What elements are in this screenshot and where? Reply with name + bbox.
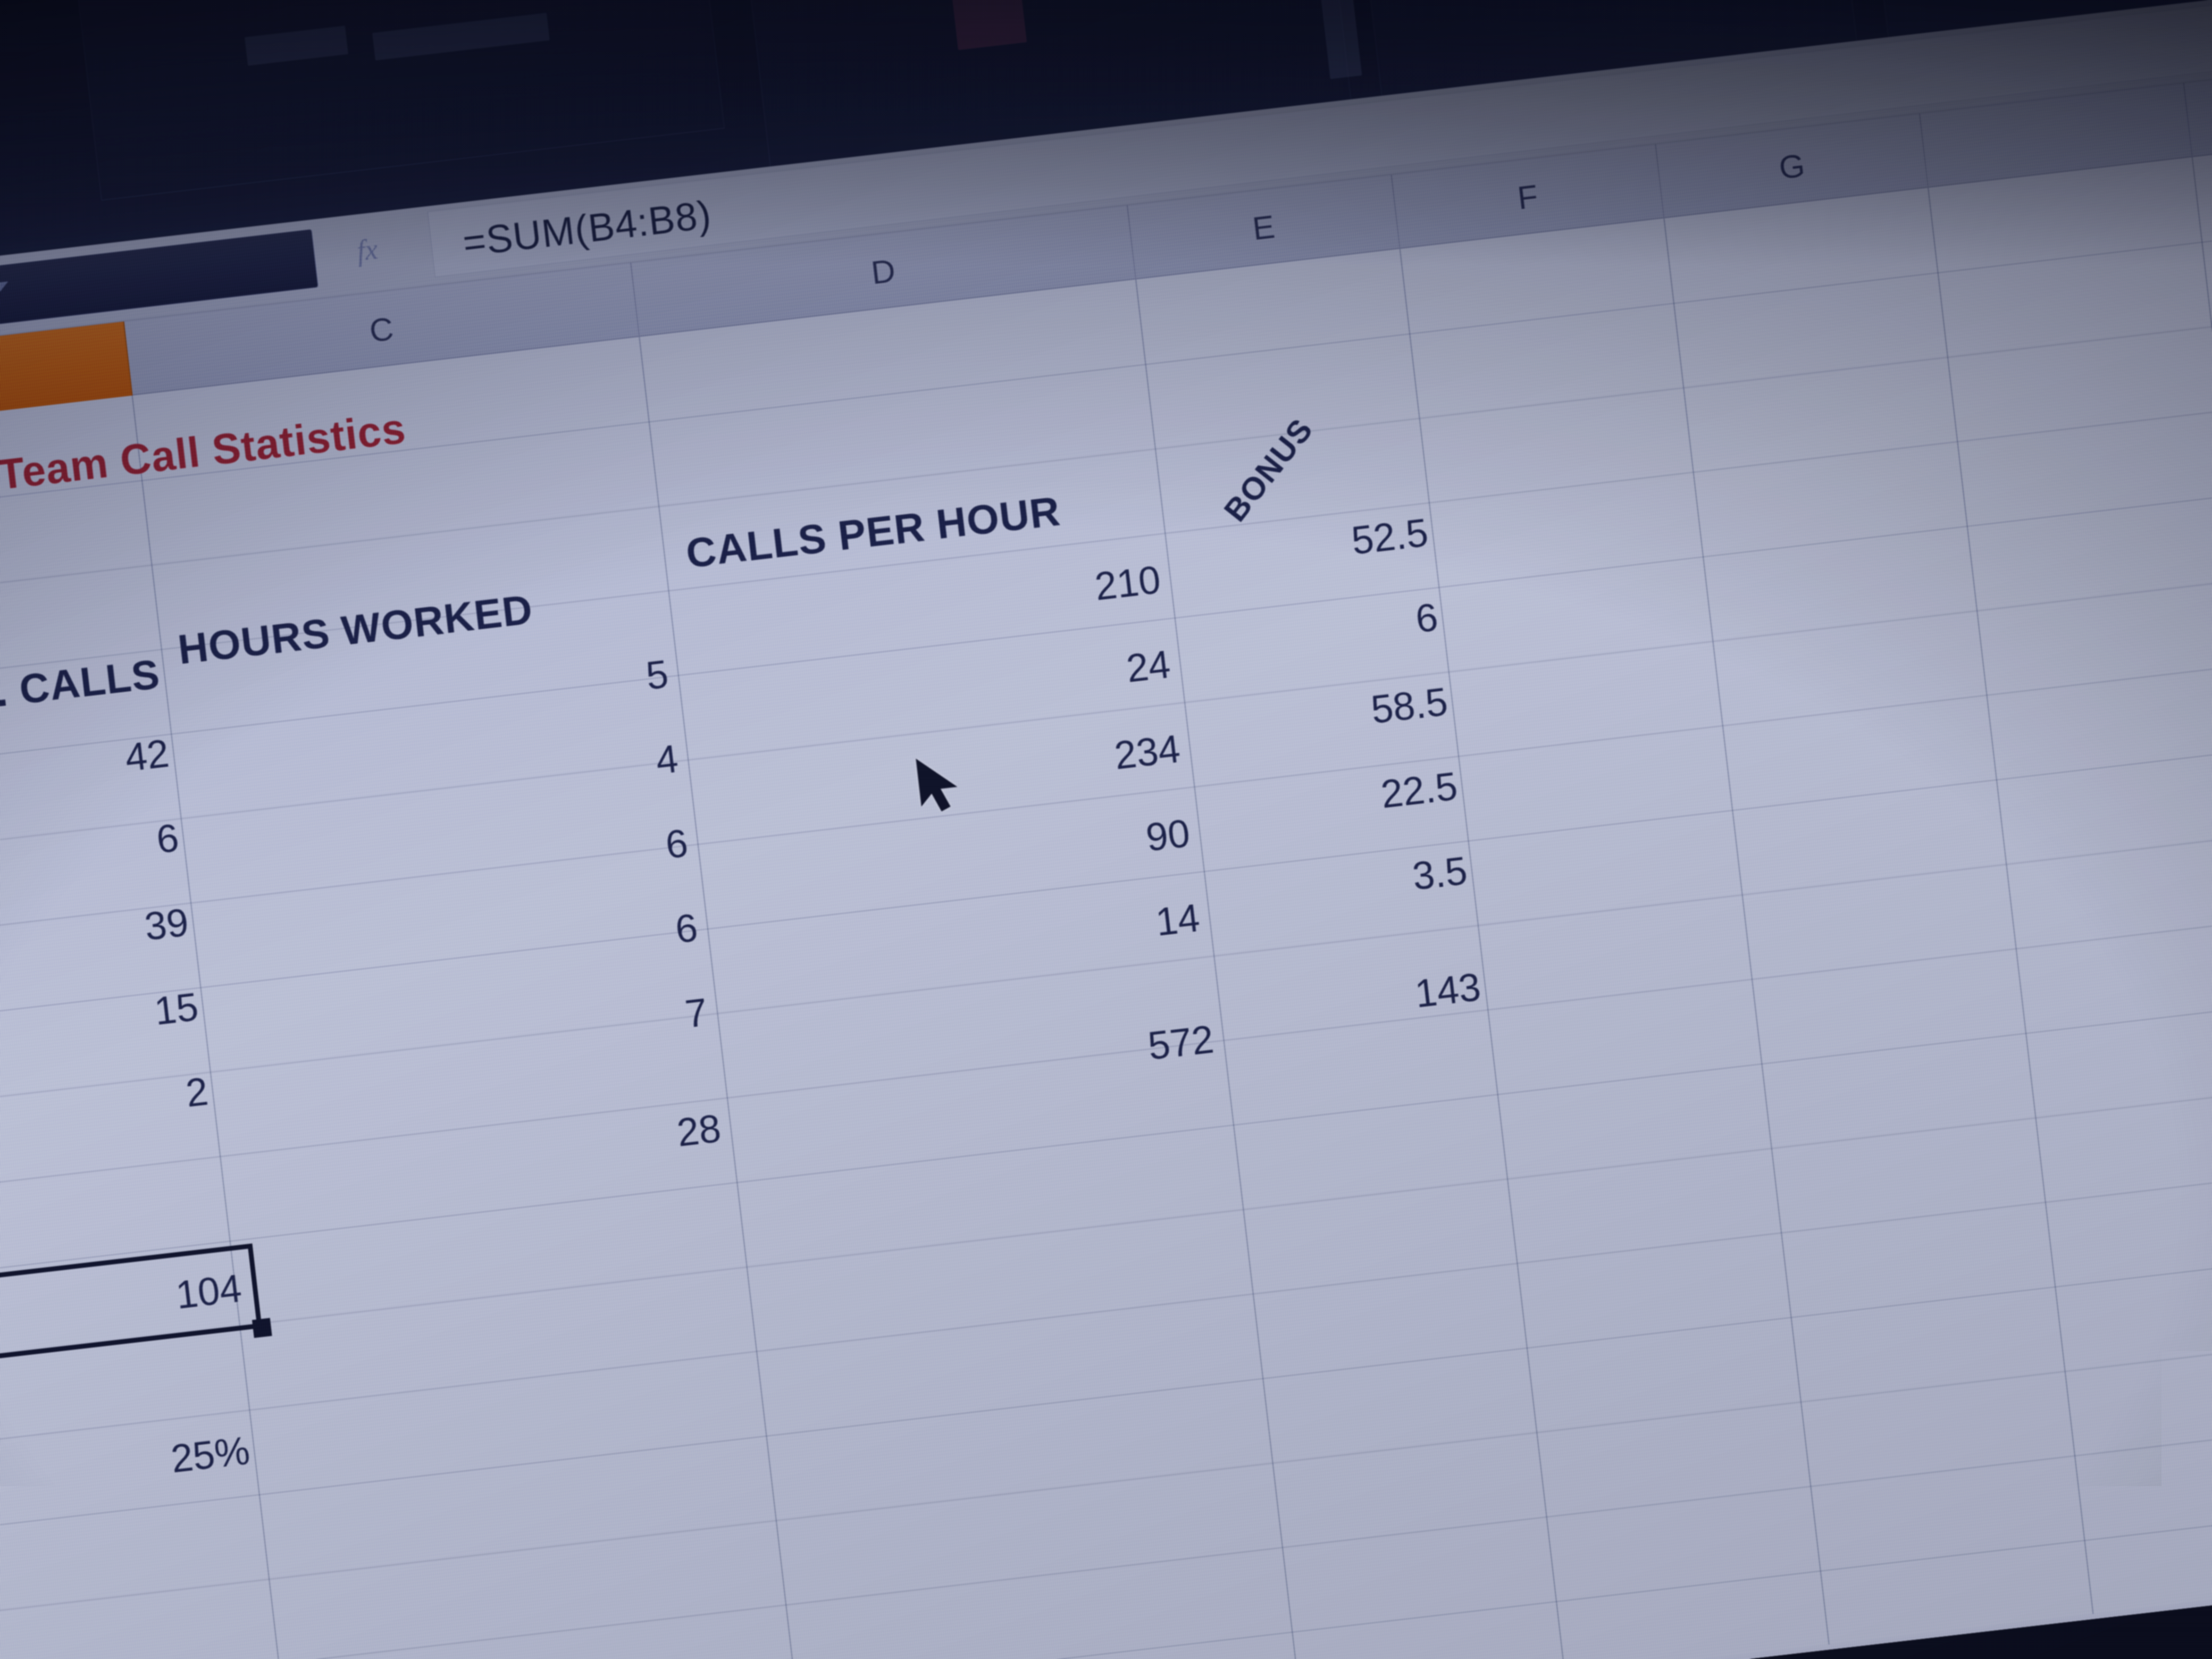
cell-total-hours-worked[interactable]: 28	[230, 1088, 725, 1224]
monitor-photo-scene: Font Alignment fx =SUM(B4:B8) B C D E F …	[0, 0, 2212, 1659]
cell-rate-value[interactable]: 25%	[0, 1410, 254, 1522]
cell-total-bonus[interactable]: 143	[1228, 946, 1485, 1054]
fill-handle[interactable]	[252, 1318, 272, 1338]
grid-line-horizontal	[0, 1229, 2212, 1529]
grid-line-horizontal	[0, 1398, 2212, 1659]
grid-line-horizontal	[0, 1313, 2212, 1614]
grid-line-horizontal	[0, 1482, 2212, 1659]
highlight-color-chip[interactable]	[952, 0, 1027, 50]
grid-line-vertical	[2192, 157, 2212, 1583]
excel-worksheet: fx =SUM(B4:B8) B C D E F G	[0, 0, 2212, 1659]
grid-line-vertical	[1928, 188, 2093, 1614]
fx-icon[interactable]: fx	[355, 232, 380, 267]
cell-no-calls-5[interactable]: 2	[0, 1051, 212, 1163]
cell-total-calls-per-hour[interactable]: 572	[733, 999, 1218, 1133]
grid-line-vertical	[1663, 218, 1829, 1644]
